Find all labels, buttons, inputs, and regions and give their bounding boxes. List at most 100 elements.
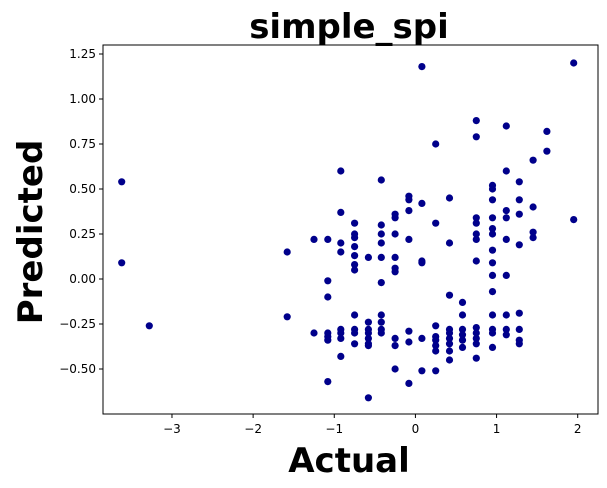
data-point-62 bbox=[405, 207, 413, 215]
data-point-19 bbox=[337, 329, 345, 337]
data-point-34 bbox=[364, 318, 372, 326]
data-point-71 bbox=[418, 334, 426, 342]
data-point-86 bbox=[445, 334, 454, 342]
data-point-29 bbox=[351, 311, 359, 319]
data-point-3 bbox=[283, 248, 291, 256]
data-point-143 bbox=[543, 127, 551, 135]
data-point-65 bbox=[405, 338, 413, 346]
data-point-74 bbox=[432, 219, 440, 227]
x-tick-label: 1 bbox=[493, 422, 501, 436]
x-axis-label: Actual bbox=[288, 441, 410, 481]
data-point-106 bbox=[472, 340, 480, 348]
data-point-15 bbox=[337, 208, 345, 216]
data-point-122 bbox=[502, 122, 510, 130]
x-tick-label: 0 bbox=[412, 422, 420, 436]
data-point-27 bbox=[351, 261, 359, 269]
data-point-126 bbox=[502, 235, 510, 243]
data-point-7 bbox=[324, 235, 332, 243]
data-point-58 bbox=[391, 342, 399, 350]
data-point-42 bbox=[377, 221, 385, 229]
data-point-87 bbox=[445, 340, 454, 348]
data-point-21 bbox=[337, 352, 345, 360]
data-point-103 bbox=[472, 324, 480, 332]
data-point-17 bbox=[337, 248, 345, 256]
data-point-109 bbox=[488, 185, 497, 193]
data-point-63 bbox=[405, 235, 413, 243]
y-tick-label: 0.50 bbox=[69, 182, 96, 196]
y-tick-label: 0.75 bbox=[69, 137, 96, 151]
data-point-139 bbox=[529, 156, 537, 164]
y-axis-ticks: −0.50 −0.25 0.00 0.25 0.50 0.75 1.00 1.25 bbox=[59, 47, 103, 376]
data-point-80 bbox=[432, 367, 440, 375]
data-point-90 bbox=[458, 298, 467, 306]
data-point-142 bbox=[529, 234, 537, 242]
data-point-118 bbox=[488, 311, 497, 319]
data-point-112 bbox=[488, 225, 497, 233]
data-point-46 bbox=[377, 279, 385, 287]
data-point-107 bbox=[472, 354, 480, 362]
y-tick-label: 0.00 bbox=[69, 272, 96, 286]
data-point-99 bbox=[472, 219, 480, 227]
data-point-37 bbox=[364, 334, 372, 342]
data-point-131 bbox=[515, 178, 523, 186]
data-point-77 bbox=[432, 336, 440, 344]
data-point-44 bbox=[377, 239, 385, 247]
x-tick-label: −3 bbox=[163, 422, 181, 436]
chart-title: simple_spi bbox=[249, 7, 449, 47]
data-point-13 bbox=[324, 378, 332, 386]
data-point-133 bbox=[515, 210, 523, 218]
data-point-128 bbox=[502, 311, 510, 319]
data-point-72 bbox=[418, 367, 426, 375]
data-point-130 bbox=[502, 331, 510, 339]
data-point-79 bbox=[432, 347, 440, 355]
data-point-82 bbox=[445, 239, 454, 247]
data-point-61 bbox=[405, 196, 413, 204]
data-point-104 bbox=[472, 329, 480, 337]
data-point-136 bbox=[515, 325, 523, 333]
data-point-113 bbox=[488, 230, 497, 238]
data-point-111 bbox=[488, 214, 497, 222]
data-point-6 bbox=[310, 329, 318, 337]
data-point-138 bbox=[515, 340, 523, 348]
data-point-31 bbox=[351, 329, 359, 337]
data-point-95 bbox=[458, 343, 467, 351]
plot-frame bbox=[102, 44, 599, 415]
data-point-102 bbox=[472, 257, 480, 265]
data-point-88 bbox=[445, 347, 454, 355]
data-point-22 bbox=[351, 219, 359, 227]
data-point-89 bbox=[445, 356, 454, 364]
data-point-141 bbox=[529, 228, 537, 236]
data-point-91 bbox=[458, 311, 467, 319]
data-point-85 bbox=[445, 329, 454, 337]
x-tick-label: −1 bbox=[325, 422, 343, 436]
data-point-140 bbox=[529, 203, 537, 211]
data-point-20 bbox=[337, 334, 345, 342]
data-point-129 bbox=[502, 325, 510, 333]
data-point-114 bbox=[488, 246, 497, 254]
data-point-25 bbox=[351, 243, 359, 251]
data-point-16 bbox=[337, 239, 345, 247]
data-point-39 bbox=[364, 342, 372, 350]
data-point-117 bbox=[488, 288, 497, 296]
data-point-115 bbox=[488, 259, 497, 267]
data-point-26 bbox=[351, 252, 359, 260]
data-point-110 bbox=[488, 196, 497, 204]
y-tick-label: −0.50 bbox=[59, 362, 96, 376]
data-point-43 bbox=[377, 230, 385, 238]
data-point-48 bbox=[377, 318, 385, 326]
data-point-124 bbox=[502, 207, 510, 215]
data-point-41 bbox=[377, 176, 385, 184]
data-point-50 bbox=[377, 329, 385, 337]
data-point-14 bbox=[337, 167, 345, 175]
data-point-64 bbox=[405, 327, 413, 335]
data-point-121 bbox=[488, 343, 497, 351]
data-point-78 bbox=[432, 342, 440, 350]
data-point-97 bbox=[472, 133, 480, 141]
data-point-56 bbox=[391, 268, 399, 276]
y-axis-label: Predicted bbox=[11, 140, 51, 325]
data-point-40 bbox=[364, 394, 372, 402]
data-point-12 bbox=[324, 336, 332, 344]
data-point-5 bbox=[310, 235, 318, 243]
x-tick-label: 2 bbox=[574, 422, 582, 436]
